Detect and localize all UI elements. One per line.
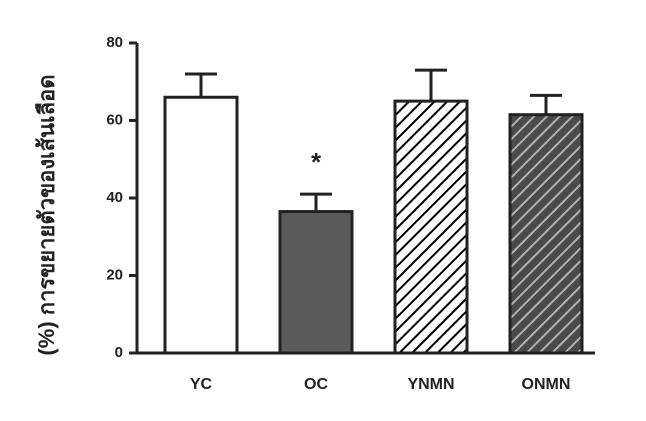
y-tick-label: 0 [115,344,123,361]
bar [163,95,239,355]
y-axis-label: (%) การขยายตัวของเส้นเลือด [34,74,59,355]
y-tick-label: 60 [106,111,123,128]
bar [278,210,354,355]
annotation: * [311,147,322,177]
x-tick-label: YC [190,376,213,393]
bar [393,99,469,355]
x-tick-label: ONMN [522,376,571,393]
y-tick-label: 80 [106,34,123,51]
y-tick-label: 20 [106,266,123,283]
x-tick-label: OC [304,376,328,393]
bar [508,113,584,355]
y-tick-label: 40 [106,189,123,206]
x-tick-label: YNMN [407,376,454,393]
